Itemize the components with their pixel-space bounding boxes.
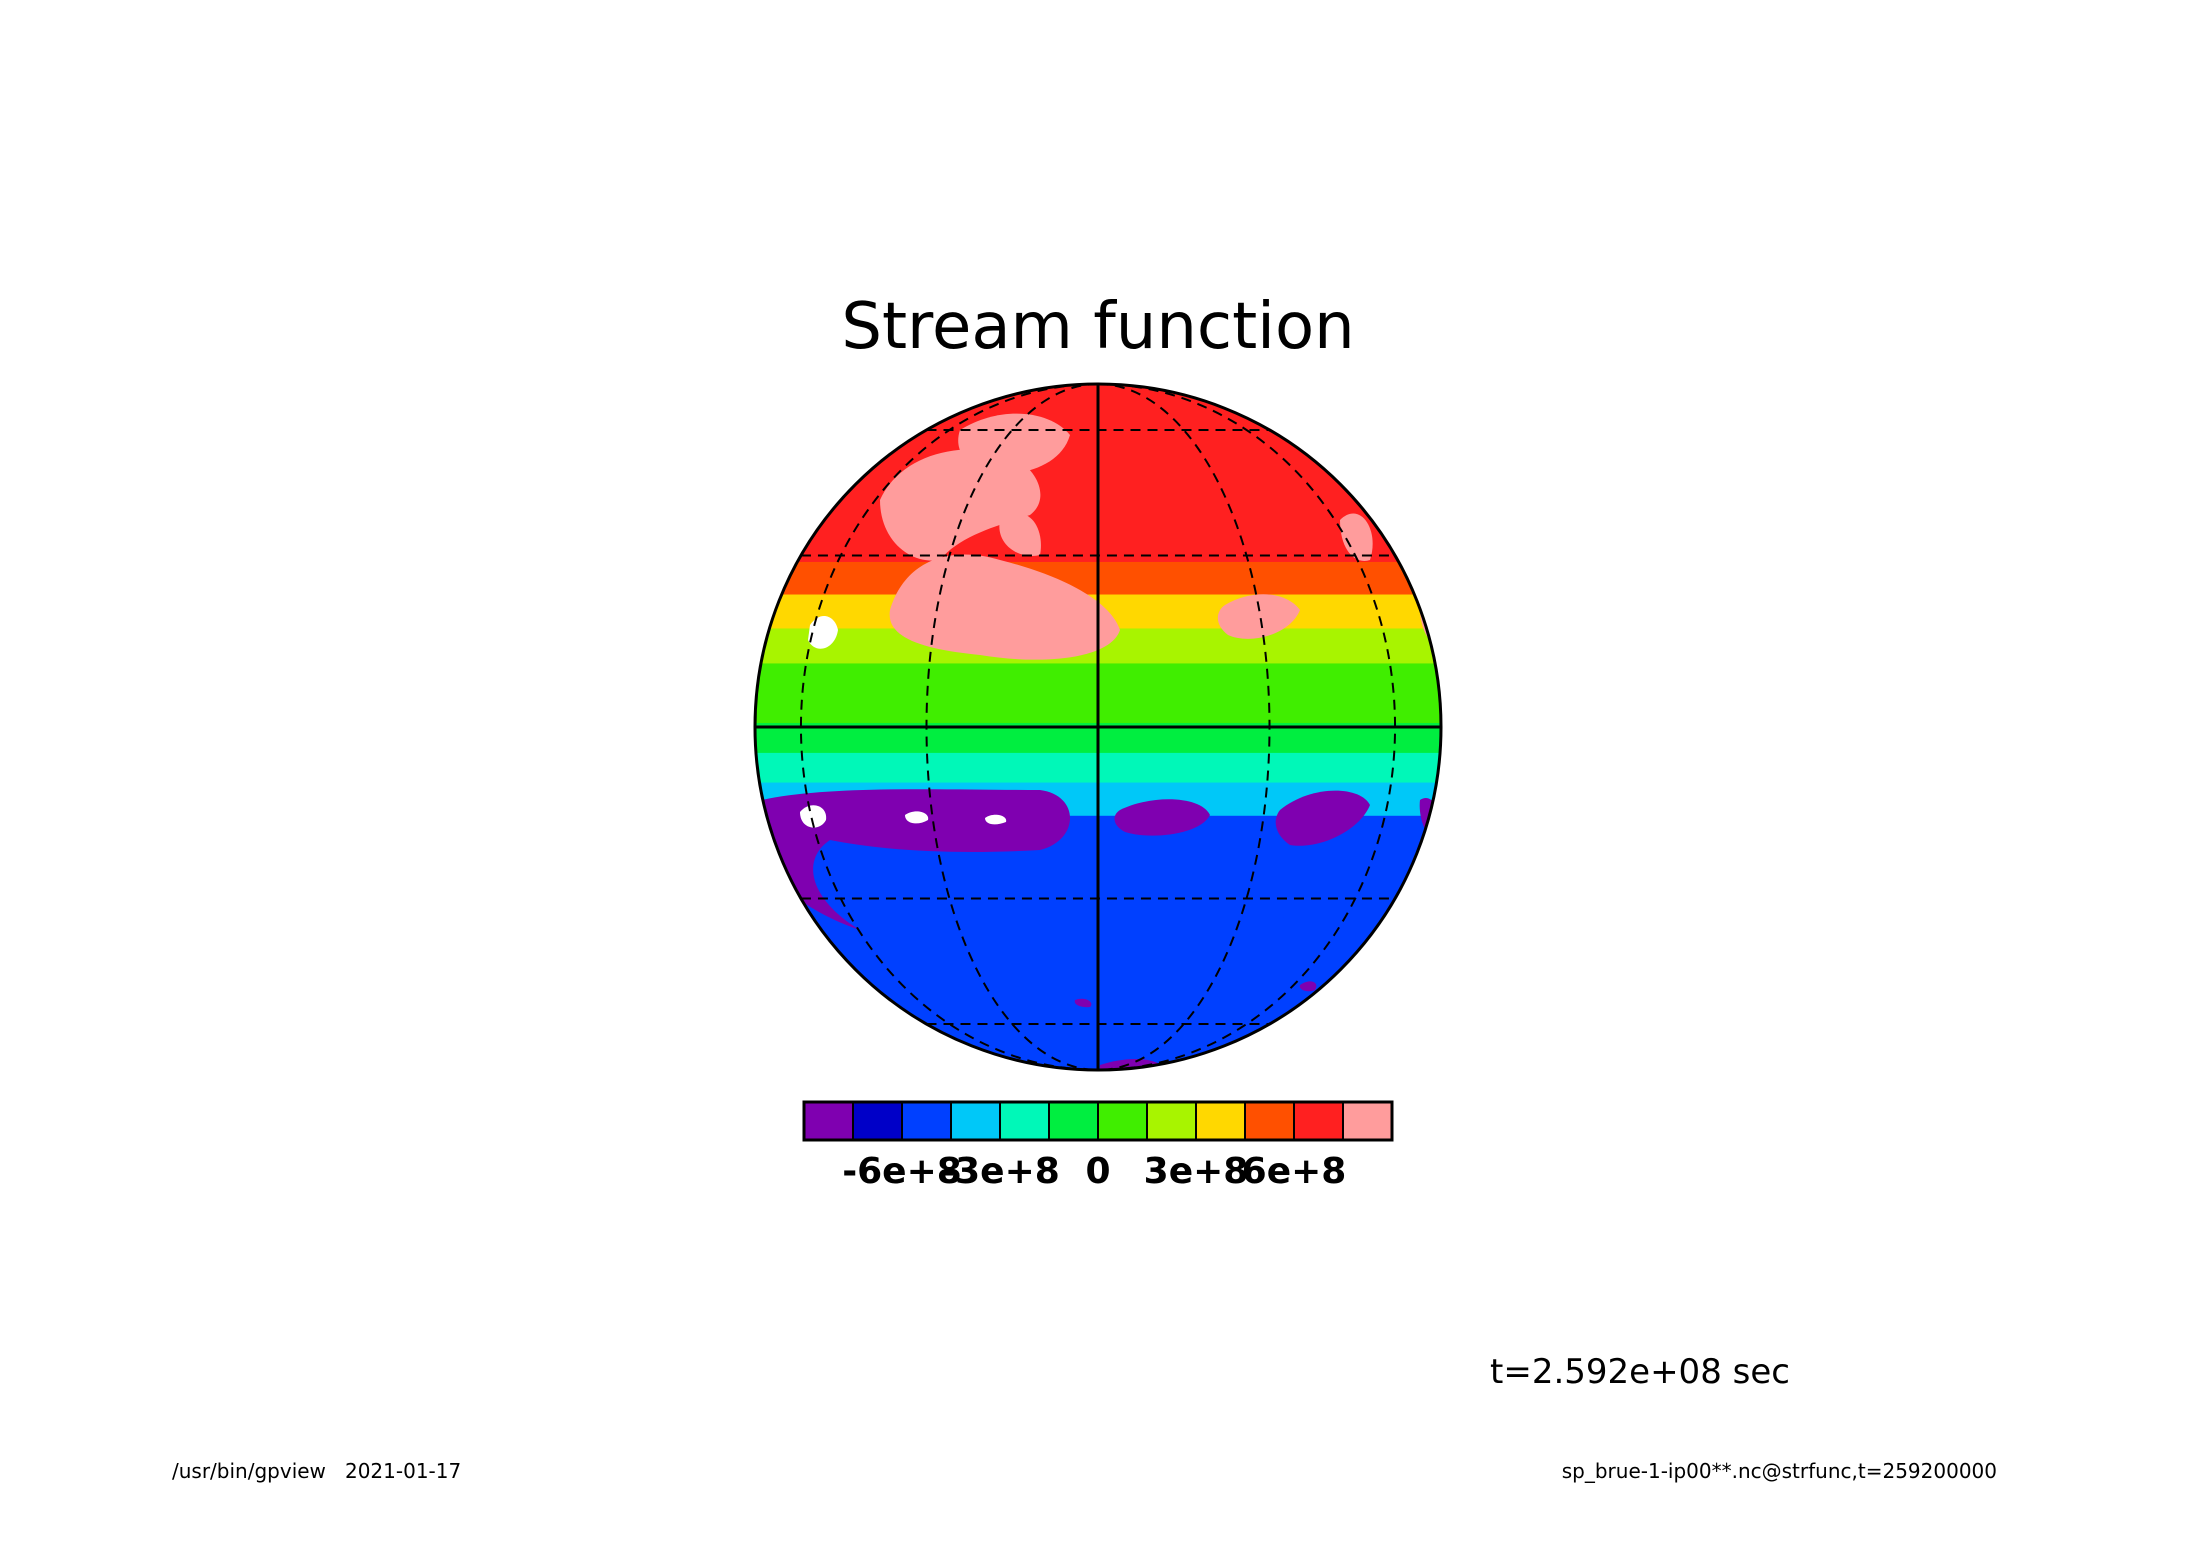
contour-patch-3 <box>999 513 1041 556</box>
colorbar-segment-10 <box>1293 1101 1344 1141</box>
colorbar-segment-2 <box>901 1101 952 1141</box>
contour-patch-0 <box>889 554 1120 660</box>
colorbar-tick-3: 3e+8 <box>1144 1151 1249 1192</box>
contour-patch-12 <box>800 805 827 828</box>
colorbar-tick-1: -3e+8 <box>940 1151 1060 1192</box>
chart-title: Stream function <box>841 290 1354 364</box>
contour-patch-13 <box>905 811 929 824</box>
colorbar-segment-4 <box>999 1101 1050 1141</box>
colorbar-segment-5 <box>1048 1101 1099 1141</box>
colorbar <box>802 1100 1394 1142</box>
contour-patch-15 <box>1343 846 1368 873</box>
colorbar-segment-7 <box>1146 1101 1197 1141</box>
colorbar-segment-1 <box>852 1101 903 1141</box>
contour-patch-9 <box>1114 799 1210 836</box>
colorbar-tick-labels: -6e+8-3e+8 0 3e+86e+8 <box>842 1151 1346 1192</box>
colorbar-segment-0 <box>803 1101 854 1141</box>
footer-right: sp_brue-1-ip00**.nc@strfunc,t=259200000 <box>1562 1459 1997 1483</box>
contour-patch-16 <box>1104 931 1124 947</box>
globe-outline <box>753 382 1443 1072</box>
contour-patch-8 <box>758 789 1070 930</box>
colorbar-segment-11 <box>1342 1101 1393 1141</box>
contour-patch-5 <box>1340 513 1373 561</box>
meridian--60 <box>799 384 1099 1070</box>
colorbar-tick-2: 0 <box>1085 1151 1110 1192</box>
footer-left: /usr/bin/gpview 2021-01-17 <box>172 1459 461 1483</box>
contour-patch-10 <box>1275 790 1370 846</box>
colorbar-tick-0: -6e+8 <box>842 1151 962 1192</box>
colorbar-segment-6 <box>1097 1101 1148 1141</box>
colorbar-segment-3 <box>950 1101 1001 1141</box>
contour-patch-1 <box>880 449 1041 561</box>
contour-patch-18 <box>1269 915 1287 930</box>
contour-patch-20 <box>1074 998 1092 1008</box>
globe-map <box>753 382 1443 1072</box>
colorbar-segment-9 <box>1244 1101 1295 1141</box>
colorbar-tick-4: 6e+8 <box>1242 1151 1347 1192</box>
contour-patch-17 <box>1149 990 1180 1007</box>
contour-patch-21 <box>1299 981 1317 992</box>
time-label: t=2.592e+08 sec <box>1490 1352 1790 1392</box>
contour-patch-4 <box>1217 594 1300 639</box>
colorbar-frame <box>802 1100 1394 1142</box>
contour-patches <box>758 413 1441 1070</box>
contour-patch-2 <box>958 413 1070 474</box>
contour-patch-14 <box>985 814 1007 825</box>
colorbar-segment-8 <box>1195 1101 1246 1141</box>
meridian-60 <box>1097 384 1397 1070</box>
